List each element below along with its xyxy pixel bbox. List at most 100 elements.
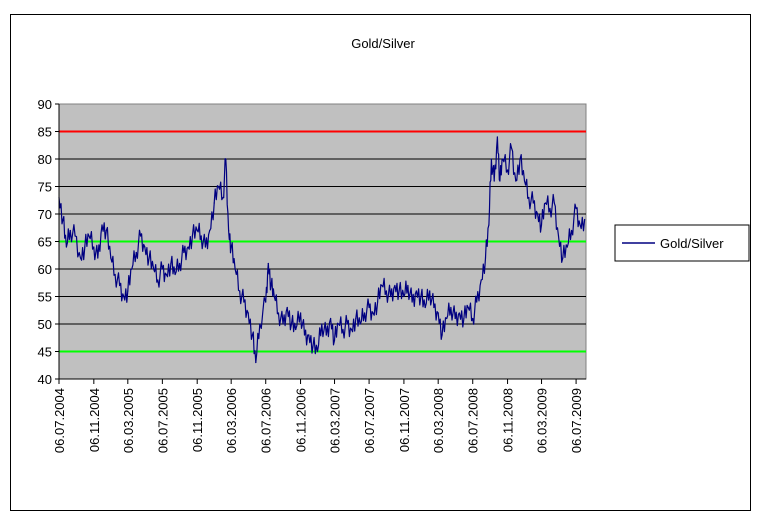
data-point-77 — [381, 284, 383, 287]
data-point-56 — [290, 323, 293, 325]
data-point-36 — [213, 202, 215, 204]
data-point-53 — [277, 312, 280, 314]
data-point-44 — [243, 301, 245, 303]
data-point-83 — [407, 284, 409, 287]
data-point-103 — [490, 158, 492, 160]
data-point-118 — [549, 207, 551, 210]
y-tick-label-65: 65 — [38, 235, 52, 250]
x-tick-label-3: 06.07.2005 — [155, 388, 170, 453]
data-point-100 — [480, 279, 482, 281]
reference-lines — [59, 130, 586, 353]
data-point-93 — [450, 306, 452, 309]
data-point-92 — [446, 317, 448, 320]
data-point-60 — [308, 334, 310, 336]
data-point-1 — [62, 218, 64, 221]
data-point-9 — [97, 257, 99, 259]
data-point-107 — [502, 158, 504, 160]
y-tick-label-45: 45 — [38, 345, 52, 360]
data-point-39 — [225, 158, 227, 160]
data-point-19 — [140, 235, 142, 237]
data-point-75 — [372, 312, 374, 314]
data-point-10 — [101, 224, 103, 226]
data-point-48 — [259, 323, 261, 325]
x-tick-label-10: 06.11.2007 — [397, 388, 412, 452]
data-point-28 — [179, 262, 181, 265]
data-point-120 — [557, 235, 560, 237]
data-point-49 — [265, 301, 267, 303]
data-point-3 — [69, 229, 71, 232]
data-point-65 — [330, 317, 332, 320]
data-point-61 — [312, 345, 314, 347]
y-tick-label-55: 55 — [38, 290, 52, 305]
axes: 40 45 50 55 60 65 70 75 80 85 90 06.07.2004 06.11.20… — [38, 97, 586, 453]
chart-frame: Gold/Silver 40 45 50 55 60 65 70 75 80 85 90 06.07.… — [10, 14, 751, 511]
data-point-18 — [135, 251, 137, 254]
data-point-16 — [127, 290, 129, 292]
data-point-84 — [411, 301, 413, 303]
data-point-111 — [519, 158, 521, 160]
data-point-104 — [493, 180, 495, 182]
data-point-66 — [333, 339, 336, 342]
data-point-5 — [79, 257, 82, 259]
data-point-99 — [476, 301, 478, 303]
data-point-89 — [433, 306, 435, 309]
y-tick-label-75: 75 — [38, 180, 52, 195]
data-point-68 — [342, 328, 344, 331]
y-tick-label-40: 40 — [38, 372, 52, 387]
chart-title: Gold/Silver — [351, 36, 415, 51]
data-point-117 — [544, 202, 547, 204]
data-point-94 — [454, 317, 456, 320]
data-point-125 — [579, 224, 581, 226]
data-point-115 — [537, 213, 539, 215]
data-point-97 — [467, 306, 469, 309]
data-point-67 — [337, 323, 340, 325]
x-tick-label-13: 06.11.2008 — [501, 388, 516, 452]
y-tick-label-90: 90 — [38, 97, 52, 112]
data-point-86 — [420, 295, 422, 298]
data-point-80 — [394, 284, 396, 287]
data-point-62 — [316, 350, 319, 353]
data-point-102 — [488, 224, 490, 226]
series-layer — [58, 136, 586, 364]
data-point-7 — [88, 235, 90, 237]
data-point-23 — [157, 279, 159, 281]
data-point-112 — [523, 180, 526, 182]
data-point-126 — [584, 218, 586, 221]
legend-label-gold-silver: Gold/Silver — [660, 236, 724, 251]
data-point-24 — [161, 268, 163, 270]
x-tick-label-8: 06.03.2007 — [328, 388, 343, 453]
y-tick-label-80: 80 — [38, 152, 52, 167]
x-tick-label-5: 06.03.2006 — [224, 388, 239, 453]
data-point-114 — [532, 202, 534, 204]
data-point-79 — [390, 295, 392, 298]
data-point-122 — [566, 246, 568, 248]
data-point-54 — [282, 323, 284, 325]
x-tick-label-12: 06.07.2008 — [466, 388, 481, 453]
data-point-63 — [321, 323, 323, 325]
chart-canvas: Gold/Silver 40 45 50 55 60 65 70 75 80 85 90 06.07.… — [38, 36, 750, 453]
data-point-109 — [510, 147, 513, 149]
data-point-116 — [540, 224, 543, 226]
data-point-31 — [191, 235, 193, 237]
data-point-57 — [295, 328, 297, 331]
data-point-87 — [424, 306, 426, 309]
data-point-50 — [267, 262, 269, 265]
data-point-105 — [496, 136, 498, 138]
data-point-8 — [93, 246, 95, 248]
data-point-69 — [346, 323, 348, 325]
data-point-42 — [234, 268, 236, 270]
data-point-110 — [515, 180, 517, 182]
data-point-41 — [230, 246, 232, 248]
y-tick-label-60: 60 — [38, 262, 52, 277]
data-point-119 — [553, 202, 555, 204]
data-point-12 — [110, 257, 112, 259]
x-tick-label-14: 06.03.2009 — [535, 388, 550, 453]
data-point-34 — [204, 246, 206, 248]
data-point-121 — [562, 257, 564, 259]
x-tick-label-0: 06.07.2004 — [52, 388, 67, 453]
y-tick-label-85: 85 — [38, 125, 52, 140]
x-tick-label-11: 06.03.2008 — [431, 388, 446, 453]
data-point-4 — [74, 235, 76, 237]
data-point-20 — [144, 246, 146, 248]
data-point-14 — [119, 284, 121, 287]
